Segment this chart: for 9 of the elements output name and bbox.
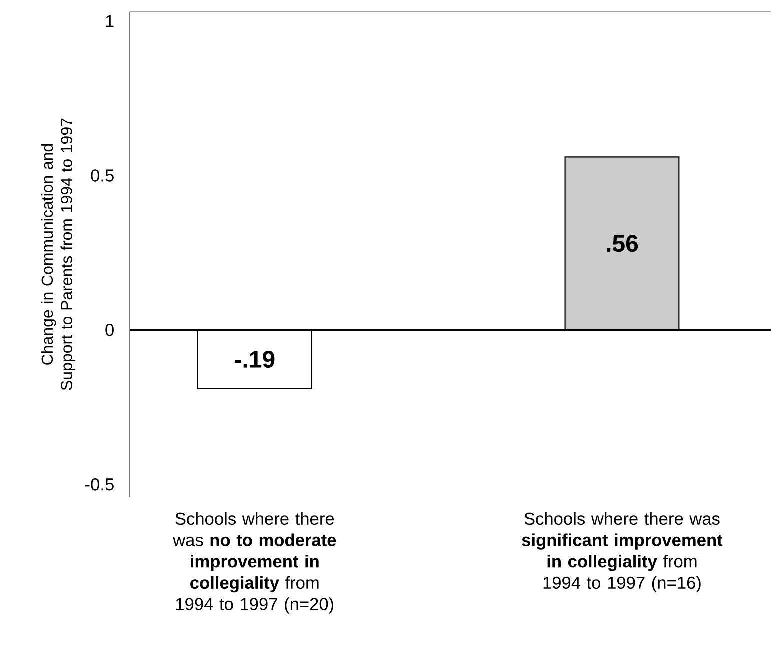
y-axis-title: Change in Communication and Support to Parents from 1994 to 1997 — [41, 118, 76, 390]
x-tick-label: Schools where there was significant improvement in collegiality from 1994 to 1997 (n=16) — [522, 512, 723, 593]
data-label: .56 — [607, 235, 638, 252]
y-tick-label: 0.5 — [91, 170, 114, 182]
x-tick-label: Schools where there was no to moderate improvement in collegiality from 1994 to 1997 (n=20) — [173, 512, 336, 614]
y-tick-label: 1 — [106, 15, 114, 28]
data-label: -.19 — [235, 351, 275, 368]
y-tick-label: -0.5 — [86, 478, 114, 491]
y-tick-label: 0 — [106, 324, 114, 336]
